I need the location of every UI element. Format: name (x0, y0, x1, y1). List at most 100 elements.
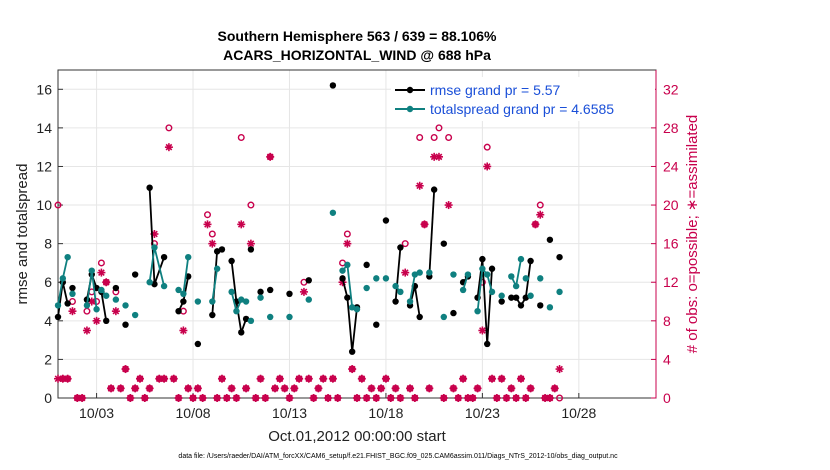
totalspread-point (160, 282, 168, 290)
y-tick-label-right: 24 (663, 158, 679, 174)
obs-possible-point (435, 124, 443, 132)
y-tick-label-right: 0 (663, 390, 671, 406)
obs-assimilated-point (131, 384, 140, 393)
obs-possible-point (83, 307, 91, 315)
obs-assimilated-point (121, 365, 130, 374)
obs-assimilated-point (237, 220, 246, 229)
rmse-point (517, 302, 525, 309)
totalspread-point (131, 311, 139, 319)
chart-title-line1: Southern Hemisphere 563 / 639 = 88.106% (218, 28, 498, 44)
rmse-line-segment (100, 291, 108, 321)
rmse-point (382, 217, 390, 224)
y-tick-label-left: 14 (36, 120, 52, 136)
rmse-point (556, 253, 563, 261)
totalspread-point (54, 302, 62, 309)
obs-assimilated-point (232, 394, 241, 402)
totalspread-point (59, 275, 67, 282)
rmse-point (440, 240, 448, 247)
obs-assimilated-point (266, 152, 275, 161)
obs-assimilated-point (97, 268, 106, 277)
obs-assimilated-point (271, 384, 280, 393)
totalspread-point (464, 271, 472, 278)
obs-assimilated-point (343, 239, 352, 248)
totalspread-point (546, 304, 554, 311)
obs-possible-point (483, 143, 491, 151)
obs-possible-point (208, 230, 216, 238)
obs-assimilated-point (174, 394, 183, 402)
rmse-point (373, 321, 380, 328)
obs-assimilated-point (68, 307, 77, 316)
totalspread-point (373, 275, 380, 282)
totalspread-point (175, 286, 182, 294)
totalspread-point (498, 292, 505, 299)
obs-assimilated-point (478, 326, 487, 335)
totalspread-point (537, 275, 544, 282)
totalspread-point (392, 282, 399, 290)
obs-assimilated-point (507, 384, 516, 393)
obs-assimilated-point (116, 384, 125, 393)
totalspread-point (450, 271, 457, 278)
rmse-point (160, 253, 168, 261)
totalspread-point (353, 306, 361, 313)
y-tick-label-left: 8 (44, 236, 52, 252)
obs-possible-point (401, 240, 409, 248)
obs-assimilated-point (488, 374, 497, 383)
obs-assimilated-point (82, 326, 91, 335)
totalspread-point (247, 317, 255, 325)
obs-assimilated-point (217, 374, 226, 383)
obs-assimilated-point (304, 374, 313, 383)
totalspread-point (238, 296, 245, 303)
rmse-point (64, 300, 71, 307)
obs-assimilated-point (203, 220, 212, 229)
rmse-point (151, 280, 158, 288)
rmse-point (339, 275, 346, 282)
y-tick-label-right: 12 (663, 274, 679, 290)
chart-title-line2: ACARS_HORIZONTAL_WIND @ 688 hPa (223, 47, 491, 63)
obs-assimilated-point (198, 394, 207, 402)
series-rmse (54, 82, 563, 355)
totalspread-point (194, 298, 202, 305)
obs-possible-point (237, 134, 245, 142)
obs-possible-point (54, 201, 62, 209)
totalspread-point (98, 286, 105, 294)
totalspread-point (112, 296, 120, 303)
obs-assimilated-point (391, 384, 400, 393)
obs-possible-point (416, 134, 424, 142)
obs-assimilated-point (406, 384, 415, 393)
rmse-point (238, 329, 245, 336)
totalspread-point (305, 296, 312, 303)
rmse-point (266, 286, 274, 294)
obs-assimilated-point (290, 384, 299, 393)
obs-assimilated-point (140, 394, 149, 402)
obs-assimilated-point (251, 394, 260, 402)
obs-possible-point (97, 259, 105, 267)
totalspread-point (103, 292, 110, 299)
rmse-point (508, 294, 515, 301)
totalspread-point (416, 269, 423, 276)
obs-assimilated-point (280, 384, 289, 393)
rmse-point (257, 288, 264, 296)
obs-assimilated-point (92, 316, 101, 325)
tick-labels: 10/03 10/08 10/13 10/18 10/23 10/280246810121… (36, 81, 678, 421)
rmse-point (209, 311, 216, 319)
obs-assimilated-point (63, 374, 72, 383)
obs-assimilated-point (193, 384, 202, 393)
obs-assimilated-point (348, 365, 357, 374)
obs-assimilated-point (208, 239, 217, 248)
obs-assimilated-point (179, 326, 188, 335)
obs-assimilated-point (372, 394, 381, 402)
rmse-point (348, 348, 356, 355)
totalspread-point (257, 294, 264, 301)
obs-assimilated-point (555, 365, 564, 374)
rmse-line-segment (428, 189, 436, 277)
rmse-point (479, 255, 486, 263)
obs-assimilated-point (111, 307, 120, 316)
obs-assimilated-point (386, 394, 395, 402)
rmse-point (247, 246, 255, 253)
obs-possible-point (536, 201, 544, 209)
obs-assimilated-point (102, 278, 111, 287)
totalspread-point (484, 271, 491, 278)
obs-possible-point (203, 211, 211, 219)
rmse-line-segment (341, 278, 358, 352)
rmse-point (213, 248, 221, 255)
